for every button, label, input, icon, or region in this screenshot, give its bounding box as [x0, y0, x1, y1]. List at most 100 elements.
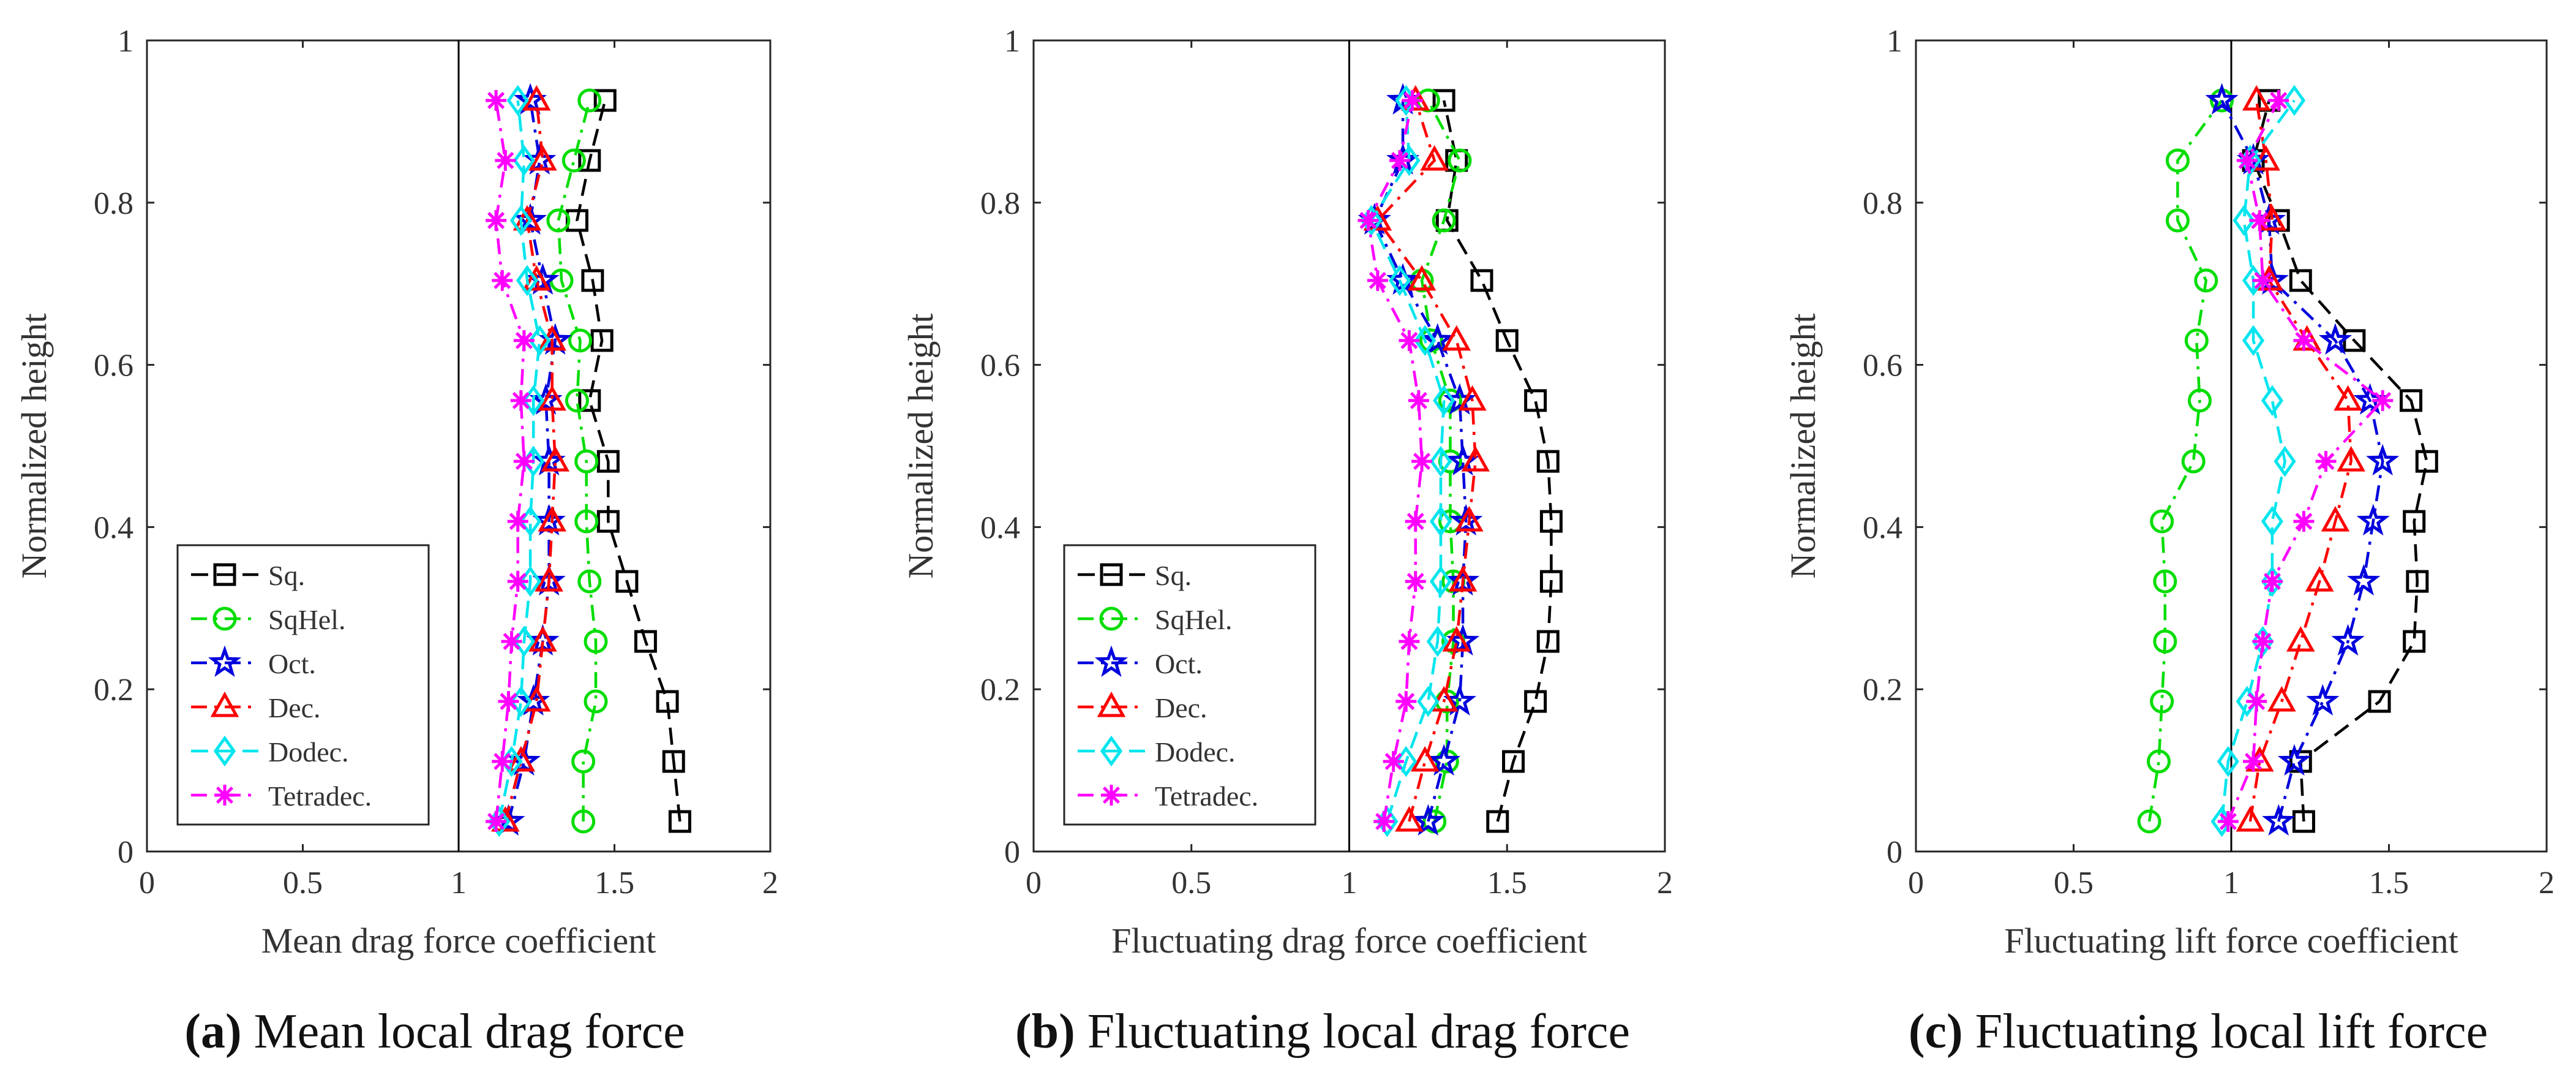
data-point: [1367, 270, 1388, 291]
caption-letter: (b): [1015, 1005, 1075, 1059]
data-point: [1442, 325, 1471, 351]
data-point: [584, 629, 608, 654]
legend-marker: [1101, 785, 1122, 806]
data-point: [574, 449, 599, 474]
data-point: [1383, 751, 1404, 772]
data-point: [486, 811, 507, 833]
data-point: [1524, 389, 1547, 412]
data-point: [2305, 565, 2334, 592]
data-point: [2153, 629, 2177, 654]
data-point: [1399, 330, 1420, 351]
x-tick-label: 1.5: [1487, 866, 1527, 901]
series-tetradec: [486, 89, 535, 833]
y-tick-label: 0.6: [94, 349, 133, 383]
data-point: [596, 450, 620, 473]
data-point: [2356, 504, 2390, 536]
data-point: [2331, 624, 2365, 656]
data-point: [2205, 83, 2239, 115]
data-point: [541, 446, 570, 472]
data-point: [2292, 810, 2315, 833]
y-tick-label: 0.6: [1863, 349, 1902, 383]
series-oct: [2205, 83, 2400, 836]
data-point: [1438, 388, 1462, 413]
caption-letter: (c): [1909, 1005, 1963, 1059]
data-point: [1408, 390, 1429, 411]
chart-panel-2: 0 0.5 1 1.5 2 0 0.2 0.4 0.6 0.8 1 Fluctuating drag …: [901, 24, 1673, 1059]
data-point: [578, 149, 601, 172]
data-point: [513, 330, 535, 351]
data-point: [1433, 385, 1455, 417]
data-point: [2267, 685, 2296, 712]
y-tick-label: 0.8: [980, 186, 1020, 221]
data-point: [2153, 569, 2177, 594]
data-point: [1448, 148, 1472, 173]
data-point: [565, 388, 589, 413]
data-point: [2165, 208, 2190, 233]
data-point: [2337, 446, 2365, 472]
data-point: [2334, 385, 2362, 411]
y-tick-label: 0.4: [94, 510, 133, 545]
chart-panel-3: 0 0.5 1 1.5 2 0 0.2 0.4 0.6 0.8 1 Fluctuating lift …: [1783, 24, 2555, 1059]
data-point: [2188, 388, 2212, 413]
data-point: [2242, 325, 2265, 357]
y-tick-label: 0.2: [1863, 673, 1902, 708]
panel-caption: (c) Fluctuating local lift force: [1909, 1005, 2488, 1059]
data-point: [1470, 269, 1493, 292]
x-tick-label: 2: [2539, 866, 2555, 901]
data-point: [1399, 631, 1420, 652]
x-tick-label: 0: [1026, 866, 1042, 901]
data-point: [492, 270, 513, 291]
data-point: [513, 451, 535, 472]
data-point: [2293, 511, 2315, 532]
legend-label: Dec.: [1155, 692, 1207, 723]
data-point: [634, 630, 657, 653]
x-tick-label: 2: [1657, 866, 1673, 901]
data-point: [2306, 684, 2340, 716]
series-line: [2251, 100, 2428, 822]
data-point: [2232, 205, 2255, 236]
series-line: [2220, 99, 2296, 822]
data-point: [2137, 809, 2161, 834]
data-point: [577, 88, 602, 113]
data-point: [546, 208, 571, 233]
data-point: [528, 145, 557, 171]
data-point: [2400, 389, 2423, 412]
legend-label: SqHel.: [268, 604, 346, 635]
series-dodec: [1360, 85, 1455, 837]
series-dec: [2236, 85, 2365, 832]
data-point: [2252, 631, 2274, 652]
data-point: [535, 565, 563, 592]
y-tick-label: 1: [1004, 24, 1020, 59]
legend-marker: [212, 606, 237, 631]
data-point: [506, 746, 536, 772]
series-line: [1442, 100, 1553, 822]
series-line: [2147, 99, 2223, 822]
legend-box: [1063, 544, 1316, 826]
data-point: [1458, 385, 1487, 411]
data-point: [1486, 810, 1509, 833]
data-point: [578, 389, 601, 412]
y-tick-label: 0: [1887, 835, 1902, 870]
data-point: [2268, 89, 2289, 111]
legend-label: Dec.: [268, 692, 321, 723]
y-tick-label: 0: [118, 835, 133, 870]
data-point: [2293, 330, 2315, 351]
data-point: [2406, 570, 2429, 593]
data-point: [1539, 570, 1563, 593]
data-point: [1410, 746, 1440, 772]
y-tick-label: 0.2: [94, 673, 133, 708]
data-point: [486, 89, 507, 111]
legend-label: Oct.: [1155, 648, 1203, 679]
data-point: [1414, 325, 1436, 357]
data-point: [2286, 625, 2315, 652]
data-point: [2150, 509, 2174, 534]
data-point: [1426, 625, 1449, 657]
data-point: [1432, 208, 1456, 233]
data-point: [486, 210, 507, 231]
data-point: [581, 269, 604, 292]
legend-marker: [1099, 606, 1124, 631]
data-point: [2217, 746, 2239, 777]
legend-label: Oct.: [268, 648, 316, 679]
data-point: [1429, 565, 1452, 597]
legend-marker: [210, 691, 239, 717]
